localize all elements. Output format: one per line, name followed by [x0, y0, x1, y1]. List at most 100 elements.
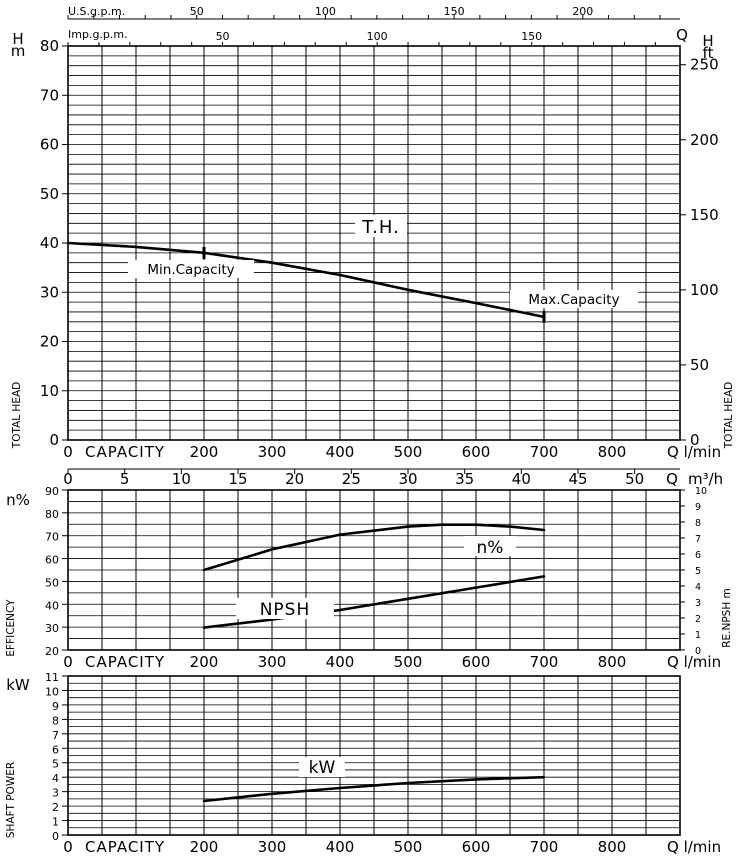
- y-right-axis-label-h: H: [702, 32, 713, 50]
- m3h-tick-label: 15: [228, 470, 247, 488]
- x-tick-label: 400: [326, 653, 355, 671]
- power-y-tick-label: 10: [45, 685, 59, 698]
- eff-y-tick-label: 40: [45, 599, 59, 612]
- x-tick-label: 300: [258, 443, 287, 461]
- x-tick-label: 800: [598, 653, 627, 671]
- x-tick-label: 500: [394, 653, 423, 671]
- npsh-tick-label: 7: [695, 534, 701, 545]
- x-tick-label: 600: [462, 838, 491, 856]
- npsh-tick-label: 4: [695, 582, 701, 593]
- npsh-tick-label: 0: [695, 646, 701, 657]
- x-tick-label: 400: [326, 838, 355, 856]
- m3h-tick-label: 5: [120, 470, 130, 488]
- x-tick-label: 800: [598, 838, 627, 856]
- impgpm-tick-label: 150: [521, 30, 542, 43]
- x-tick-label: 700: [530, 443, 559, 461]
- npsh-curve: [202, 575, 546, 629]
- usgpm-tick-label: 150: [444, 5, 465, 18]
- impgpm-label: Imp.g.p.m.: [68, 28, 128, 41]
- power-y-tick-label: 7: [52, 729, 59, 742]
- th-curve-label: T.H.: [361, 217, 400, 238]
- eff-y-tick-label: 60: [45, 554, 59, 567]
- m3h-tick-label: 50: [625, 470, 644, 488]
- impgpm-tick-label: 100: [367, 30, 388, 43]
- power-axis-label: kW: [6, 676, 30, 694]
- chart-frames: [62, 15, 686, 836]
- x-tick-label: 200: [190, 838, 219, 856]
- efficiency-curve-label: n%: [477, 538, 504, 558]
- x-tick-label: 600: [462, 653, 491, 671]
- curves: [66, 241, 546, 803]
- power-side-label: SHAFT POWER: [5, 762, 17, 838]
- npsh-tick-label: 10: [695, 486, 707, 497]
- power-y-tick-label: 2: [52, 801, 59, 814]
- x-axis-unit: Q l/min: [667, 838, 721, 856]
- power-y-tick-label: 4: [52, 772, 59, 785]
- efficiency-side-label: EFFICENCY: [5, 599, 17, 657]
- impgpm-q-label: Q: [676, 26, 688, 44]
- x-tick-label: 0: [63, 653, 73, 671]
- y-tick-label: 60: [40, 136, 59, 154]
- eff-y-tick-label: 30: [45, 622, 59, 635]
- impgpm-tick-label: 50: [216, 30, 230, 43]
- x-axis-label: CAPACITY: [85, 653, 165, 671]
- eff-y-tick-label: 90: [45, 485, 59, 498]
- y-right-tick-label: 0: [690, 431, 700, 449]
- x-tick-label: 700: [530, 653, 559, 671]
- x-axis-unit: Q l/min: [667, 653, 721, 671]
- x-tick-label: 500: [394, 443, 423, 461]
- npsh-tick-label: 2: [695, 614, 701, 625]
- npsh-tick-label: 6: [695, 550, 701, 561]
- kw-label-bg: [299, 757, 345, 777]
- usgpm-label: U.S.g.p.m.: [68, 5, 125, 18]
- y-right-tick-label: 150: [690, 206, 719, 224]
- power-y-tick-label: 3: [52, 787, 59, 800]
- m3h-unit-label: m³/h: [688, 470, 723, 488]
- x-tick-label: 200: [190, 443, 219, 461]
- npsh-tick-label: 1: [695, 630, 701, 641]
- max-capacity-label: Max.Capacity: [528, 292, 619, 308]
- y-tick-label: 50: [40, 185, 59, 203]
- y-tick-label: 0: [49, 431, 59, 449]
- power-chart-frame: [67, 675, 681, 836]
- x-tick-label: 300: [258, 838, 287, 856]
- head-side-label-right: TOTAL HEAD: [723, 382, 735, 449]
- max-capacity-bg: [510, 290, 638, 308]
- y-right-tick-label: 50: [690, 356, 709, 374]
- y-axis-label-m: m: [11, 42, 26, 60]
- power-y-tick-label: 1: [52, 816, 59, 829]
- x-tick-label: 600: [462, 443, 491, 461]
- y-tick-label: 10: [40, 382, 59, 400]
- usgpm-tick-label: 100: [315, 5, 336, 18]
- npsh-tick-label: 5: [695, 566, 701, 577]
- x-tick-label: 0: [63, 443, 73, 461]
- m3h-tick-label: 20: [285, 470, 304, 488]
- npsh-curve-label: NPSH: [260, 600, 311, 620]
- power-y-tick-label: 8: [52, 714, 59, 727]
- y-tick-label: 30: [40, 283, 59, 301]
- eff-y-tick-label: 20: [45, 645, 59, 658]
- npsh-tick-label: 3: [695, 598, 701, 609]
- y-tick-label: 20: [40, 333, 59, 351]
- m3h-tick-label: 40: [512, 470, 531, 488]
- y-right-axis-label-ft: ft: [703, 44, 714, 62]
- m3h-tick-label: 0: [63, 470, 73, 488]
- grid-lines: [68, 46, 680, 835]
- power-y-tick-label: 9: [52, 700, 59, 713]
- y-right-tick-label: 200: [690, 131, 719, 149]
- x-tick-label: 500: [394, 838, 423, 856]
- power-y-tick-label: 0: [52, 830, 59, 843]
- y-tick-label: 80: [40, 37, 59, 55]
- min-capacity-label: Min.Capacity: [147, 262, 234, 278]
- efficiency-curve: [202, 523, 546, 572]
- npsh-label-bg: [236, 598, 334, 619]
- m3h-tick-label: 10: [172, 470, 191, 488]
- x-tick-label: 800: [598, 443, 627, 461]
- m3h-tick-label: 30: [398, 470, 417, 488]
- power-y-tick-label: 5: [52, 758, 59, 771]
- th-label-bg: [355, 215, 407, 237]
- y-right-tick-label: 250: [690, 56, 719, 74]
- npsh-tick-label: 9: [695, 502, 701, 513]
- head-side-label: TOTAL HEAD: [11, 382, 23, 449]
